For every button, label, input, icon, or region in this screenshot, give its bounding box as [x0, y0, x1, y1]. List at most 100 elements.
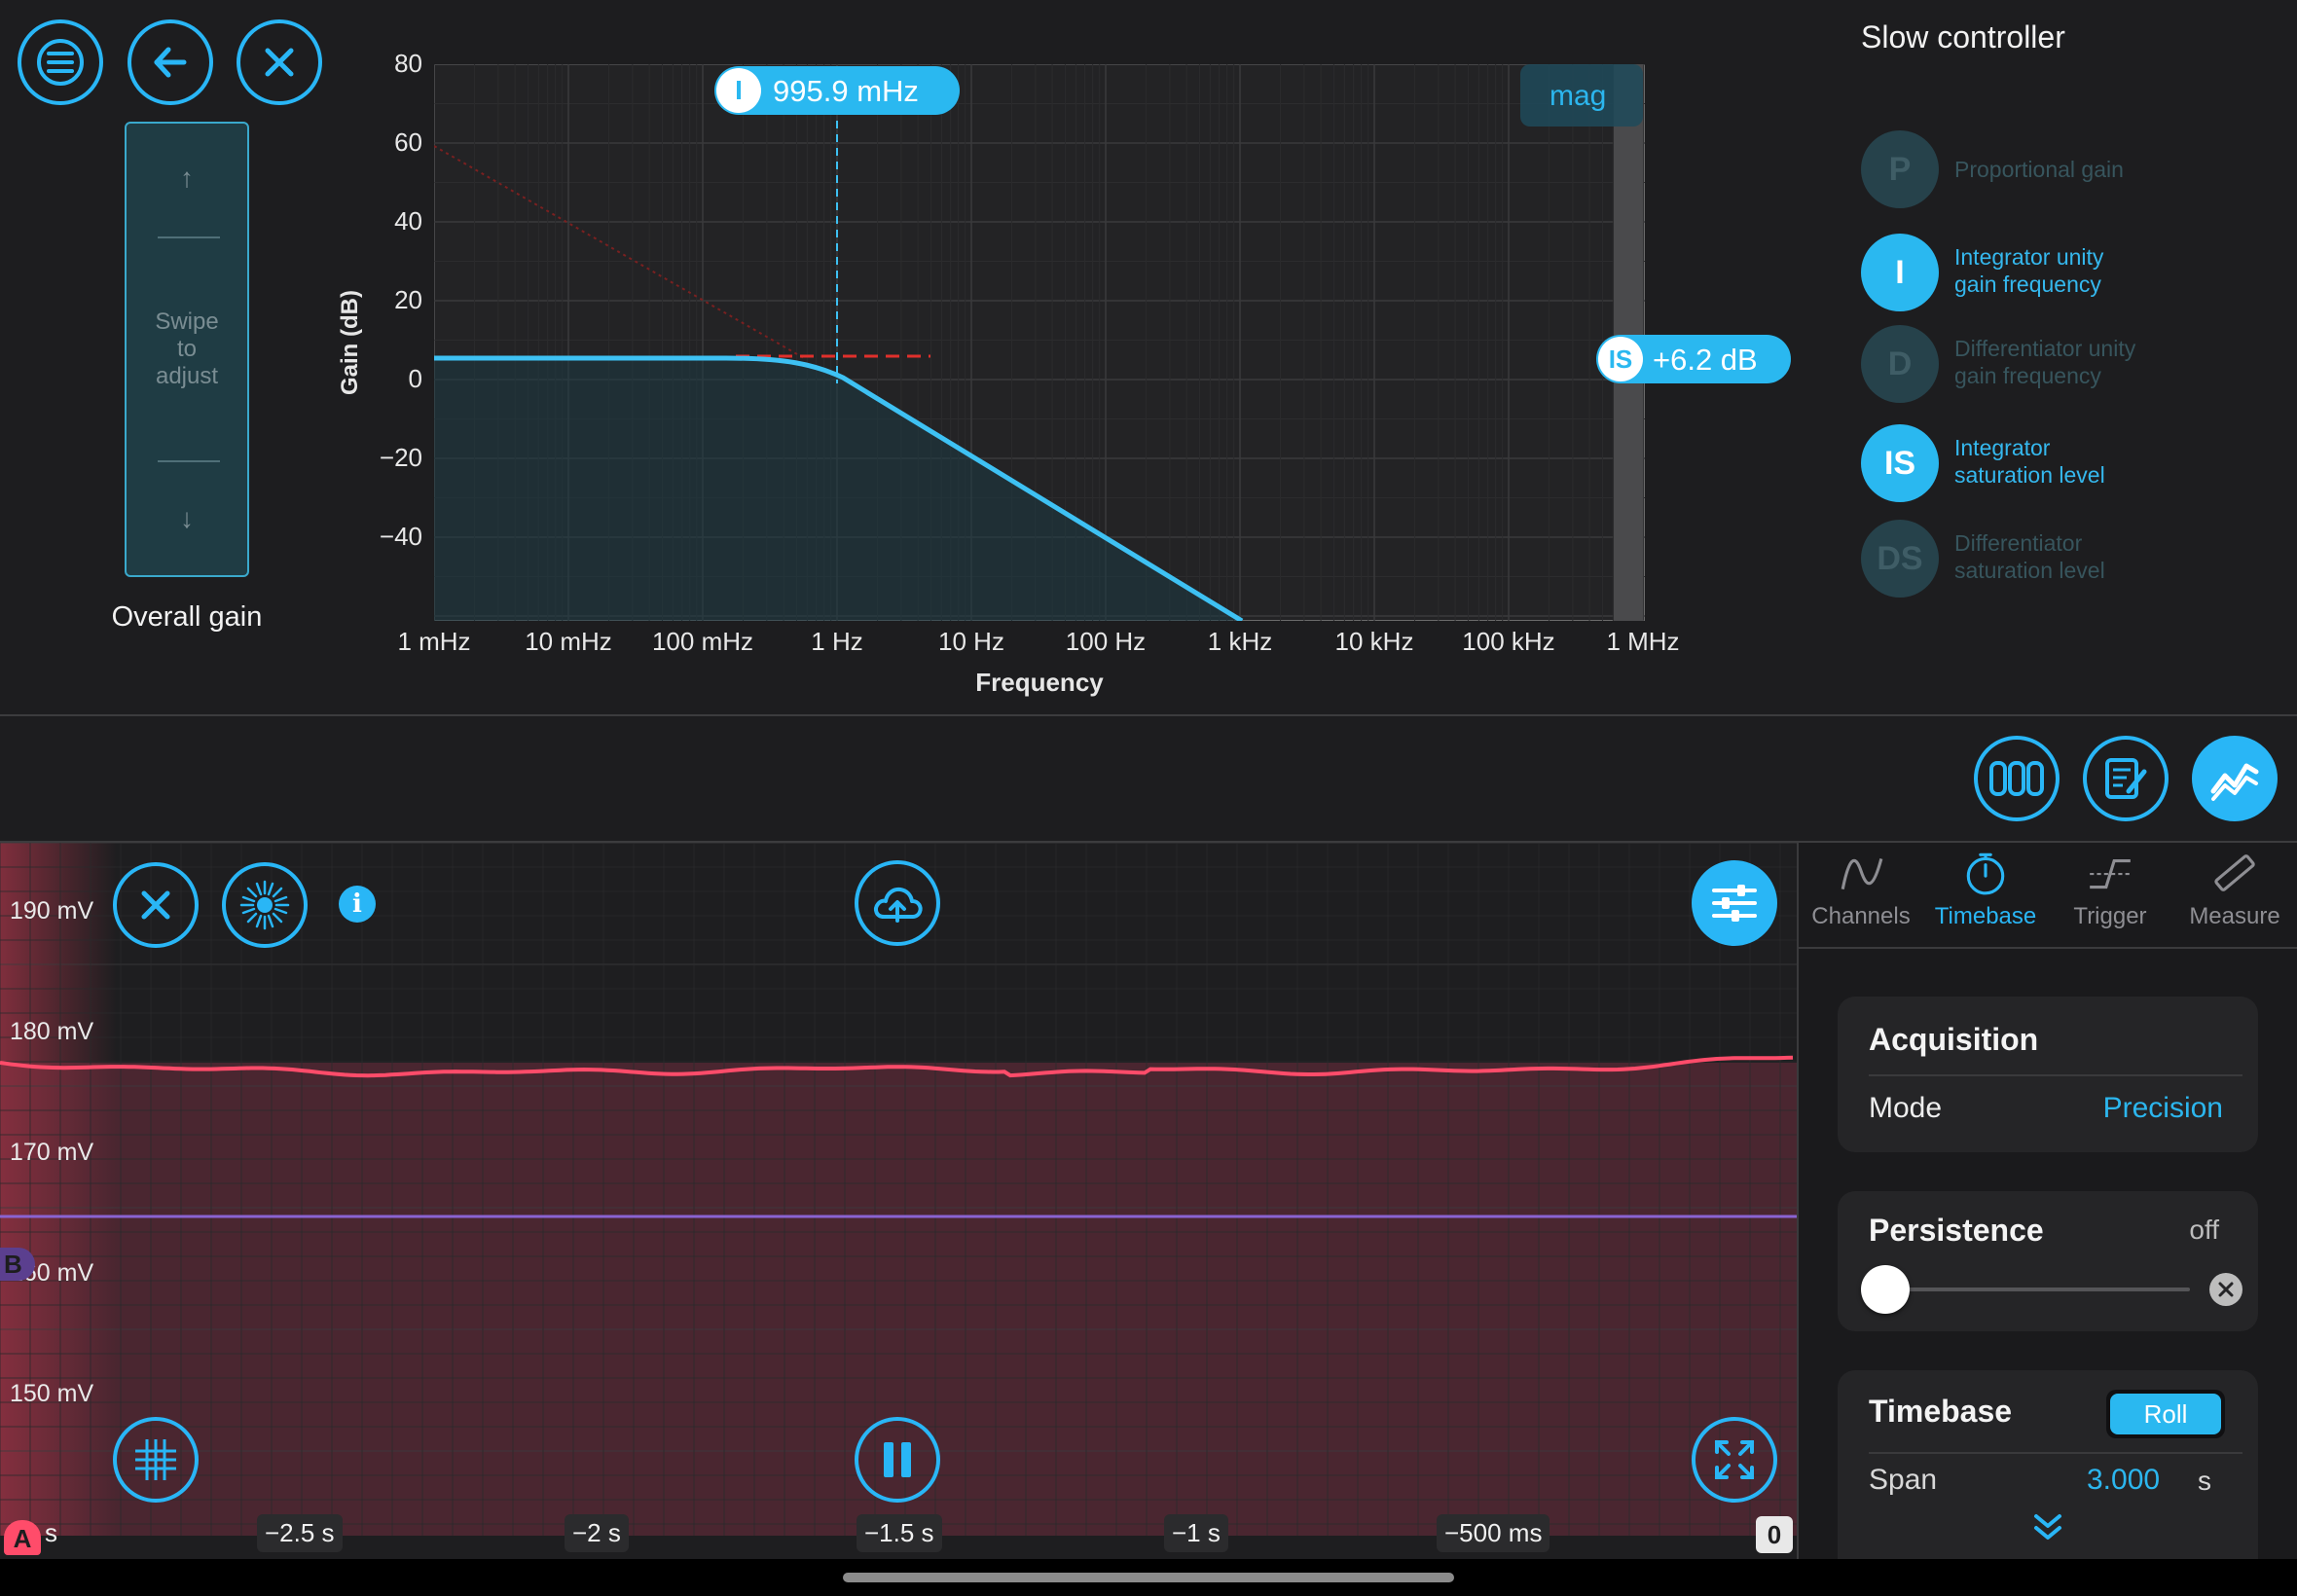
sine-wave-icon — [1841, 858, 1883, 889]
bode-ytick: 80 — [394, 49, 422, 78]
back-button[interactable] — [128, 19, 213, 105]
clear-button[interactable] — [113, 862, 199, 948]
channel-b-marker[interactable]: B — [0, 1248, 35, 1281]
frequency-marker-pill[interactable]: I 995.9 mHz — [714, 66, 960, 115]
gain-marker-badge: IS — [1598, 337, 1643, 381]
bode-ytick: −20 — [379, 443, 422, 472]
digits-button[interactable] — [1974, 736, 2060, 821]
persistence-slider-thumb[interactable] — [1861, 1265, 1910, 1314]
scope-time-label: −1.5 s — [857, 1514, 942, 1552]
grid-icon — [135, 1439, 176, 1480]
scope-time-label: −500 ms — [1437, 1514, 1550, 1552]
bode-curve-area — [434, 358, 1242, 621]
span-unit: s — [2198, 1466, 2211, 1496]
mode-value[interactable]: Precision — [2102, 1092, 2223, 1124]
bode-ytick: 40 — [394, 206, 422, 236]
digits-icon — [1989, 761, 2044, 796]
tab-icon-wrap — [2048, 849, 2172, 903]
controller-label-i[interactable]: Integrator unity gain frequency — [1954, 243, 2103, 298]
zero-time-marker[interactable]: 0 — [1756, 1516, 1793, 1553]
pause-button[interactable] — [855, 1417, 940, 1503]
swipe-up-arrow: ↑ — [180, 163, 194, 193]
bode-xtick: 100 Hz — [1065, 627, 1147, 656]
overall-gain-swipe-control[interactable]: ↑ Swipe to adjust ↓ — [125, 122, 249, 577]
persistence-reset-button[interactable] — [2209, 1273, 2242, 1306]
burst-icon — [239, 880, 290, 930]
tab-measure[interactable]: Measure — [2172, 849, 2297, 930]
controller-badge-is[interactable]: IS — [1861, 424, 1939, 502]
controller-label-p[interactable]: Proportional gain — [1954, 156, 2124, 183]
cloud-upload-icon — [874, 887, 923, 923]
pause-icon — [884, 1442, 911, 1477]
double-chevron-down-icon — [2034, 1514, 2061, 1540]
autoset-button[interactable] — [222, 862, 308, 948]
stopwatch-icon — [1966, 852, 2005, 895]
bode-xtick: 10 kHz — [1334, 627, 1414, 656]
controller-badge-i[interactable]: I — [1861, 234, 1939, 311]
divider — [1869, 1452, 2242, 1454]
grid-cursor-button[interactable] — [113, 1417, 199, 1503]
scope-settings-button[interactable] — [1692, 860, 1777, 946]
bode-plot[interactable] — [434, 64, 1645, 621]
home-indicator[interactable] — [843, 1573, 1454, 1582]
bode-xtick: 1 kHz — [1207, 627, 1273, 656]
controller-badge-ds[interactable]: DS — [1861, 520, 1939, 598]
scroll-down-chevron[interactable] — [2026, 1510, 2069, 1545]
bode-xtick: 1 MHz — [1606, 627, 1680, 656]
bode-xtick: 1 Hz — [811, 627, 863, 656]
persistence-slider-track[interactable] — [1877, 1288, 2190, 1291]
bode-xlabel: Frequency — [975, 668, 1104, 697]
controller-badge-p[interactable]: P — [1861, 130, 1939, 208]
scope-ylabel: 170 mV — [10, 1139, 94, 1166]
trigger-edge-icon — [2090, 858, 2131, 889]
controller-label-line2: saturation level — [1954, 558, 2105, 583]
span-label: Span — [1869, 1464, 1938, 1496]
controller-label-line1: Integrator — [1954, 435, 2051, 460]
swipe-hint-line2: to — [176, 336, 197, 362]
tab-icon-wrap — [1923, 849, 2048, 903]
clear-icon — [2218, 1282, 2234, 1297]
persistence-title: Persistence — [1869, 1213, 2044, 1248]
controller-label-d[interactable]: Differentiator unity gain frequency — [1954, 335, 2135, 389]
cloud-upload-button[interactable] — [855, 860, 940, 946]
controller-label-line2: gain frequency — [1954, 272, 2101, 297]
roll-toggle[interactable]: Roll — [2106, 1390, 2225, 1438]
overall-gain-label: Overall gain — [111, 601, 263, 633]
divider — [1869, 1074, 2242, 1076]
span-value[interactable]: 3.000 — [2087, 1464, 2161, 1496]
chart-icon — [2210, 763, 2259, 801]
tab-channels[interactable]: Channels — [1799, 849, 1923, 930]
tab-label: Measure — [2189, 903, 2280, 929]
roll-button[interactable]: Roll — [2110, 1394, 2221, 1434]
info-icon[interactable]: i — [339, 886, 376, 923]
controller-label-is[interactable]: Integrator saturation level — [1954, 434, 2105, 489]
chart-button[interactable] — [2192, 736, 2278, 821]
mag-button[interactable]: mag — [1550, 80, 1607, 112]
tab-trigger[interactable]: Trigger — [2048, 849, 2172, 930]
controller-label-line1: Proportional gain — [1954, 157, 2124, 182]
menu-button[interactable] — [18, 19, 103, 105]
gain-marker-pill[interactable]: IS +6.2 dB — [1596, 335, 1791, 383]
fullscreen-button[interactable] — [1692, 1417, 1777, 1503]
controller-label-ds[interactable]: Differentiator saturation level — [1954, 529, 2105, 584]
mag-badge-bg[interactable] — [1520, 64, 1643, 127]
channel-a-trace — [0, 1055, 1794, 1078]
tab-label: Channels — [1811, 903, 1911, 929]
controller-badge-d[interactable]: D — [1861, 325, 1939, 403]
ruler-icon — [2214, 854, 2255, 891]
tab-label: Timebase — [1934, 903, 2037, 929]
bode-ytick: −40 — [379, 522, 422, 551]
close-icon — [141, 890, 170, 920]
channel-a-marker[interactable]: A — [4, 1520, 41, 1555]
persistence-value: off — [2189, 1215, 2219, 1245]
close-button[interactable] — [237, 19, 322, 105]
persistence-card: Persistence off — [1838, 1191, 2258, 1331]
swipe-hint-line3: adjust — [155, 363, 219, 389]
tab-timebase[interactable]: Timebase — [1923, 849, 2048, 930]
divider — [158, 236, 220, 238]
frequency-marker-value: 995.9 mHz — [773, 74, 919, 108]
acquisition-card: Acquisition Mode Precision — [1838, 997, 2258, 1152]
notes-button[interactable] — [2083, 736, 2169, 821]
section-divider — [0, 714, 2297, 716]
